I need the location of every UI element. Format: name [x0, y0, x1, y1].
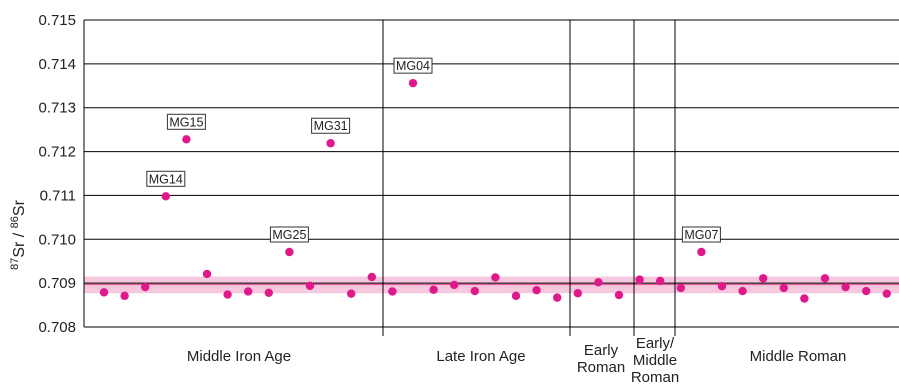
period-labels: Middle Iron Age Late Iron Age Early RomanEa…: [187, 335, 846, 386]
period-label-line: Late Iron Age: [436, 348, 525, 365]
y-tick-label: 0.710: [38, 231, 76, 248]
y-tick-label: 0.709: [38, 275, 76, 292]
data-point: [223, 290, 232, 299]
period-label: Early Roman: [577, 342, 625, 376]
annotation-label: MG07: [684, 228, 718, 242]
y-axis-label: 87Sr / 86Sr: [9, 199, 28, 270]
data-point: [120, 291, 129, 301]
sample-annotation: MG15: [166, 113, 206, 130]
period-label-line: Early: [584, 342, 619, 359]
y-tick-label: 0.711: [40, 187, 76, 204]
data-point: [717, 282, 727, 291]
data-points: [99, 78, 891, 303]
data-point: [882, 289, 891, 298]
y-axis-label-sup2: 86: [9, 216, 21, 228]
annotation-label: MG04: [396, 59, 430, 73]
sample-annotations: MG14 MG15 MG25 MG31 MG04 MG07: [146, 57, 721, 243]
period-label-line: Middle Roman: [750, 348, 847, 365]
y-tick-label: 0.715: [38, 12, 76, 29]
data-point: [202, 269, 212, 279]
y-tick-label: 0.708: [38, 319, 76, 336]
data-point: [656, 276, 665, 286]
data-point: [285, 247, 294, 257]
data-point: [367, 272, 376, 282]
y-tick-labels: 0.708 0.709 0.710 0.711 0.712 0.713 0.714 0.715: [38, 12, 76, 336]
data-point: [408, 78, 418, 88]
data-point: [779, 283, 788, 293]
y-tick-label: 0.713: [38, 100, 76, 117]
data-point: [470, 286, 479, 296]
sample-annotation: MG25: [269, 226, 309, 243]
annotation-box: [681, 226, 721, 243]
data-point: [99, 288, 109, 297]
data-point: [800, 294, 809, 303]
data-point: [511, 291, 521, 301]
data-point: [676, 283, 685, 293]
data-point: [429, 285, 438, 294]
data-point: [450, 280, 459, 290]
data-point: [264, 288, 273, 297]
y-axis-label-base1: Sr: [11, 241, 28, 258]
data-point: [553, 293, 562, 302]
period-label-line: Middle Iron Age: [187, 348, 291, 365]
sample-annotation: MG31: [311, 117, 351, 134]
annotation-box: [146, 170, 186, 187]
annotation-label: MG15: [169, 115, 203, 129]
data-point: [841, 282, 850, 292]
period-label-line: Roman: [577, 359, 625, 376]
data-point: [388, 287, 397, 296]
baseline-band: [84, 276, 899, 294]
period-label-line: Middle: [633, 352, 677, 369]
y-tick-label: 0.714: [38, 56, 76, 73]
data-point: [573, 289, 582, 298]
data-point: [532, 285, 541, 295]
data-point: [161, 192, 170, 201]
annotation-label: MG31: [314, 119, 348, 133]
y-tick-label: 0.712: [38, 144, 76, 161]
period-label: Early/Middle Roman: [631, 335, 679, 386]
annotation-box: [269, 226, 309, 243]
period-dividers: [382, 20, 676, 336]
y-axis-label-base2: Sr: [11, 199, 28, 216]
data-point: [759, 274, 768, 283]
period-label: Middle Iron Age: [187, 348, 291, 365]
sample-annotation: MG14: [146, 170, 186, 187]
annotation-box: [311, 117, 351, 134]
data-point: [182, 135, 191, 144]
data-point: [594, 278, 603, 287]
data-point: [305, 281, 315, 290]
annotation-label: MG25: [272, 228, 306, 242]
data-point: [347, 289, 356, 298]
annotation-box: [393, 57, 433, 74]
data-point: [326, 139, 335, 148]
data-point: [820, 274, 830, 283]
period-label-line: Early/: [636, 335, 675, 352]
data-point: [635, 275, 644, 284]
gridlines: [84, 19, 899, 328]
sample-annotation: MG07: [681, 226, 721, 243]
sample-annotation: MG04: [393, 57, 433, 74]
period-label: Late Iron Age: [436, 348, 525, 365]
data-point: [141, 282, 150, 292]
data-point: [491, 273, 500, 282]
annotation-box: [166, 113, 206, 130]
data-point: [697, 247, 706, 257]
y-axis-label-sep: /: [11, 228, 28, 241]
data-point: [244, 287, 253, 296]
period-label-line: Roman: [631, 369, 679, 386]
y-axis-label-sup1: 87: [9, 258, 21, 270]
data-point: [862, 286, 871, 296]
period-label: Middle Roman: [750, 348, 847, 365]
annotation-label: MG14: [149, 172, 183, 186]
data-point: [614, 290, 624, 300]
data-point: [738, 286, 747, 296]
